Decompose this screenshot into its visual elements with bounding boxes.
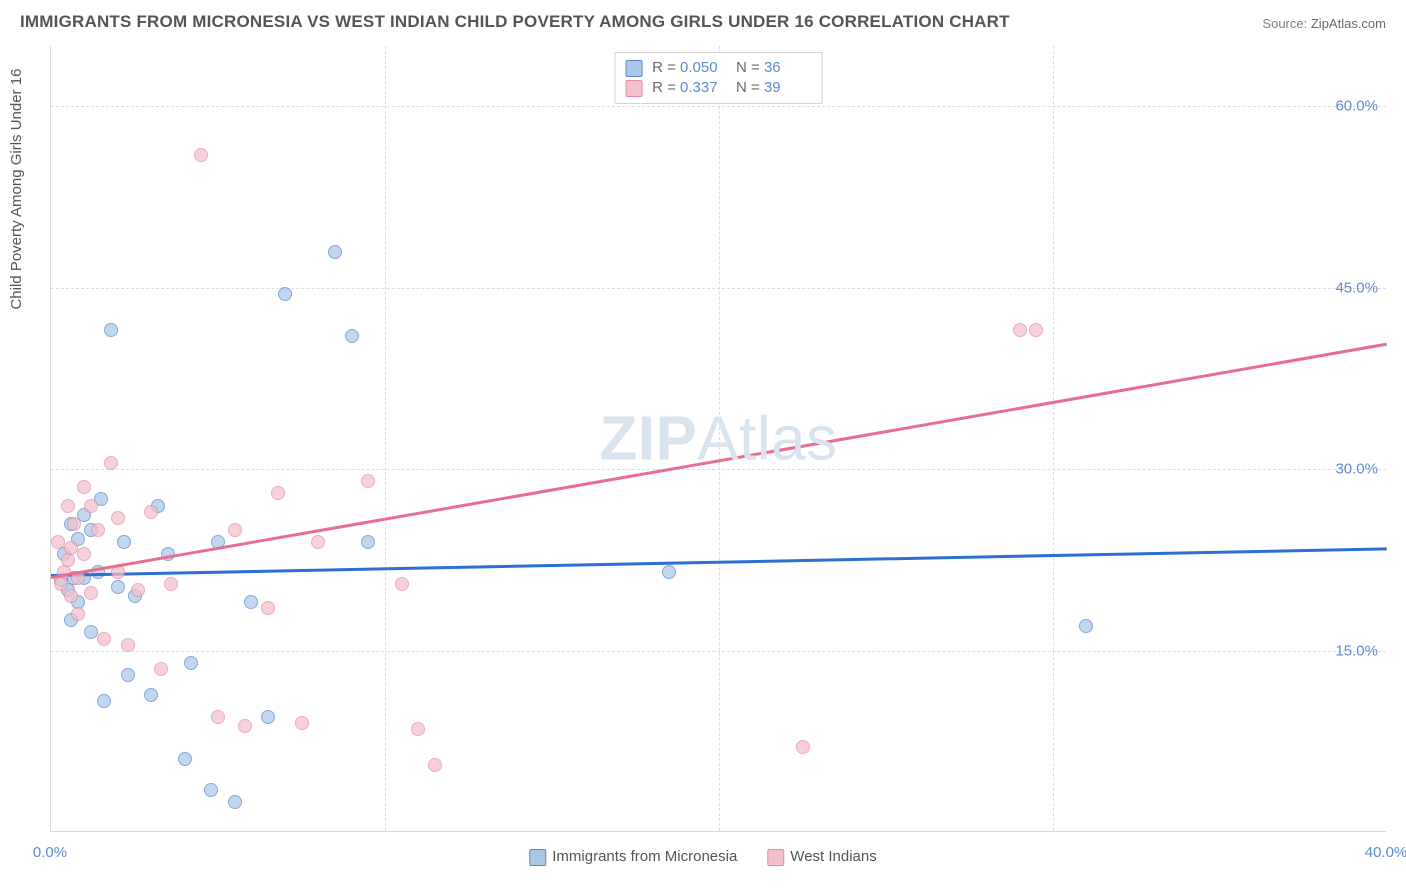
- scatter-point: [361, 474, 375, 488]
- scatter-point: [395, 577, 409, 591]
- scatter-point: [228, 523, 242, 537]
- legend-label: Immigrants from Micronesia: [552, 848, 737, 865]
- n-label: N =: [736, 79, 760, 96]
- legend-swatch-series0: [625, 60, 642, 77]
- scatter-point: [111, 580, 125, 594]
- scatter-point: [244, 595, 258, 609]
- scatter-point: [184, 656, 198, 670]
- scatter-point: [51, 535, 65, 549]
- legend-item: West Indians: [767, 848, 876, 866]
- scatter-point: [1029, 323, 1043, 337]
- n-value: 36: [764, 58, 810, 78]
- scatter-point: [144, 688, 158, 702]
- y-tick-label: 60.0%: [1335, 98, 1378, 115]
- scatter-point: [111, 511, 125, 525]
- plot-area: ZIPAtlas R = 0.050 N = 36 R = 0.337 N = …: [50, 46, 1386, 832]
- scatter-point: [311, 535, 325, 549]
- legend-row: R = 0.337 N = 39: [625, 78, 810, 98]
- scatter-point: [428, 758, 442, 772]
- scatter-point: [117, 535, 131, 549]
- scatter-point: [178, 752, 192, 766]
- legend-series: Immigrants from Micronesia West Indians: [529, 848, 876, 866]
- scatter-point: [238, 719, 252, 733]
- scatter-point: [345, 329, 359, 343]
- legend-row: R = 0.050 N = 36: [625, 58, 810, 78]
- scatter-point: [67, 517, 81, 531]
- scatter-point: [121, 668, 135, 682]
- scatter-point: [295, 716, 309, 730]
- source-label: Source:: [1262, 16, 1307, 31]
- r-label: R =: [652, 79, 676, 96]
- scatter-point: [84, 499, 98, 513]
- x-tick-label: 40.0%: [1365, 844, 1406, 861]
- gridline-vertical: [719, 46, 720, 831]
- scatter-point: [91, 523, 105, 537]
- scatter-point: [64, 541, 78, 555]
- scatter-point: [61, 553, 75, 567]
- scatter-point: [278, 287, 292, 301]
- x-tick-label: 0.0%: [33, 844, 67, 861]
- y-tick-label: 15.0%: [1335, 642, 1378, 659]
- r-value: 0.050: [680, 58, 726, 78]
- scatter-point: [104, 323, 118, 337]
- gridline-vertical: [1053, 46, 1054, 831]
- scatter-point: [131, 583, 145, 597]
- source-attribution: Source: ZipAtlas.com: [1262, 16, 1386, 31]
- legend-correlation: R = 0.050 N = 36 R = 0.337 N = 39: [614, 52, 823, 104]
- scatter-point: [71, 607, 85, 621]
- watermark-zip: ZIP: [599, 404, 697, 473]
- scatter-point: [261, 710, 275, 724]
- scatter-point: [104, 456, 118, 470]
- source-value: ZipAtlas.com: [1311, 16, 1386, 31]
- scatter-point: [97, 694, 111, 708]
- legend-swatch-series1: [625, 80, 642, 97]
- scatter-point: [97, 632, 111, 646]
- y-tick-label: 45.0%: [1335, 279, 1378, 296]
- n-value: 39: [764, 78, 810, 98]
- scatter-point: [61, 499, 75, 513]
- scatter-point: [64, 589, 78, 603]
- gridline-vertical: [385, 46, 386, 831]
- n-label: N =: [736, 59, 760, 76]
- legend-label: West Indians: [790, 848, 876, 865]
- scatter-point: [121, 638, 135, 652]
- scatter-point: [1079, 619, 1093, 633]
- r-label: R =: [652, 59, 676, 76]
- legend-swatch-series0: [529, 849, 546, 866]
- scatter-point: [77, 480, 91, 494]
- scatter-point: [361, 535, 375, 549]
- scatter-point: [204, 783, 218, 797]
- y-axis-label: Child Poverty Among Girls Under 16: [8, 69, 25, 310]
- legend-swatch-series1: [767, 849, 784, 866]
- r-value: 0.337: [680, 78, 726, 98]
- scatter-point: [54, 577, 68, 591]
- scatter-point: [662, 565, 676, 579]
- scatter-point: [84, 625, 98, 639]
- scatter-point: [411, 722, 425, 736]
- scatter-point: [164, 577, 178, 591]
- scatter-point: [271, 486, 285, 500]
- scatter-point: [261, 601, 275, 615]
- scatter-point: [84, 586, 98, 600]
- scatter-point: [154, 662, 168, 676]
- scatter-point: [144, 505, 158, 519]
- scatter-point: [211, 710, 225, 724]
- legend-item: Immigrants from Micronesia: [529, 848, 737, 866]
- scatter-point: [194, 148, 208, 162]
- chart-title: IMMIGRANTS FROM MICRONESIA VS WEST INDIA…: [20, 12, 1010, 32]
- scatter-point: [796, 740, 810, 754]
- scatter-point: [1013, 323, 1027, 337]
- y-tick-label: 30.0%: [1335, 461, 1378, 478]
- scatter-point: [328, 245, 342, 259]
- scatter-point: [77, 547, 91, 561]
- scatter-point: [228, 795, 242, 809]
